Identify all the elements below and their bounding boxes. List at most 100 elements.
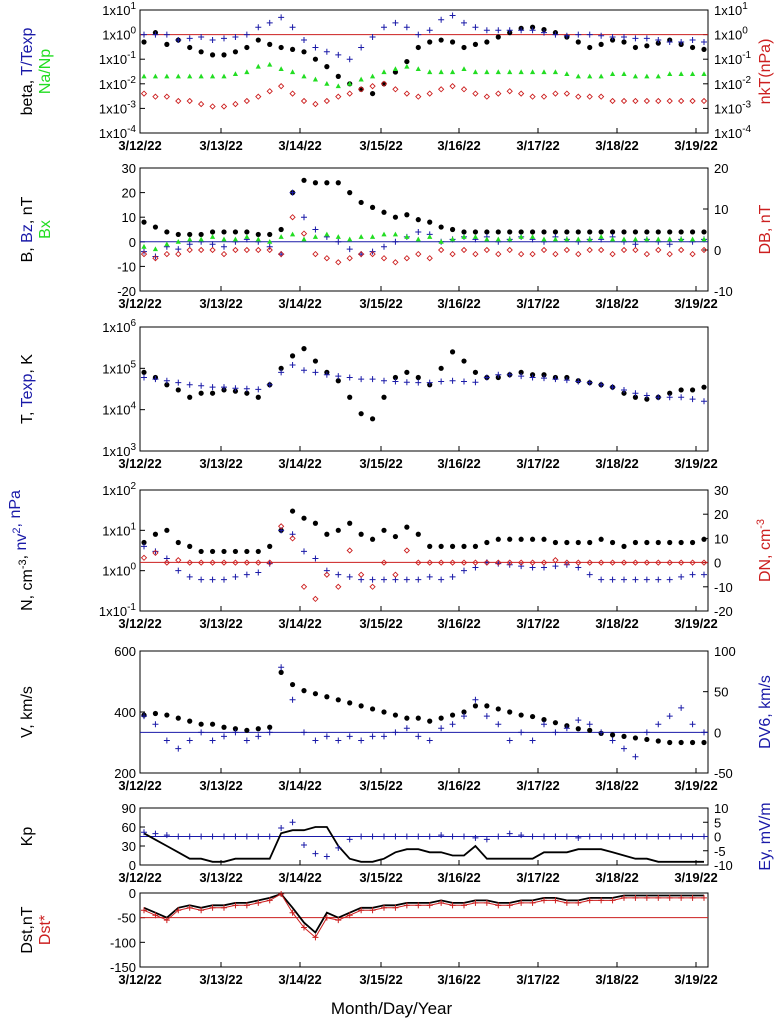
data-point <box>621 833 627 840</box>
data-point <box>449 377 456 384</box>
data-point <box>243 385 250 392</box>
data-point <box>427 69 433 75</box>
data-point <box>415 217 421 223</box>
data-point <box>689 250 696 258</box>
p1-y-axis-title-secondary: Na/Np <box>37 49 54 94</box>
data-point <box>278 250 285 258</box>
data-point <box>506 371 513 378</box>
data-point <box>381 394 387 400</box>
data-point <box>403 379 410 386</box>
data-point <box>335 180 341 186</box>
data-point <box>358 76 364 82</box>
data-point <box>415 715 421 721</box>
data-point <box>495 250 502 258</box>
data-point <box>426 573 433 580</box>
data-point <box>689 37 696 44</box>
data-point <box>267 61 273 67</box>
data-point <box>232 573 239 580</box>
data-point <box>667 71 673 77</box>
p1-y-axis-title: beta, T/Texp <box>19 28 36 116</box>
data-point <box>198 49 204 55</box>
data-point <box>506 559 513 566</box>
data-point <box>221 35 227 42</box>
data-point <box>278 664 285 671</box>
data-point <box>358 411 364 417</box>
data-point <box>266 381 273 388</box>
data-point <box>620 97 628 105</box>
data-point <box>380 559 388 566</box>
data-point <box>220 103 228 110</box>
data-point <box>209 229 216 235</box>
data-point <box>460 559 468 566</box>
data-point <box>438 86 445 93</box>
data-point <box>472 696 479 703</box>
data-point <box>312 76 319 82</box>
data-point <box>152 549 159 557</box>
y-tick-label: 0 <box>129 858 136 873</box>
x-tick-label: 3/15/22 <box>359 616 402 631</box>
data-point <box>347 394 353 400</box>
data-point <box>232 548 239 555</box>
data-point <box>152 531 159 537</box>
x-tick-label: 3/13/22 <box>199 778 242 793</box>
data-point <box>267 724 273 730</box>
data-point <box>301 49 307 55</box>
data-point <box>358 833 365 840</box>
data-point <box>678 394 685 401</box>
data-point <box>335 844 342 851</box>
data-point <box>232 729 239 736</box>
data-point <box>655 229 661 235</box>
data-point <box>506 830 513 837</box>
data-point <box>472 834 479 841</box>
data-point <box>209 576 216 583</box>
data-point <box>507 709 513 715</box>
data-point <box>495 833 502 840</box>
x-tick-label: 3/18/22 <box>595 296 638 311</box>
x-tick-label: 3/12/22 <box>118 616 161 631</box>
data-point <box>678 833 685 840</box>
data-point <box>632 35 639 42</box>
y-tick-label: 30 <box>122 161 136 176</box>
data-point <box>518 27 525 34</box>
data-point <box>586 571 593 578</box>
data-point <box>324 531 330 537</box>
data-point <box>621 543 627 549</box>
data-point <box>483 559 490 566</box>
data-point <box>347 81 353 86</box>
data-point <box>472 229 479 235</box>
data-point <box>621 390 627 396</box>
data-point <box>278 523 285 530</box>
data-point <box>563 246 570 254</box>
data-point <box>552 31 559 38</box>
data-point <box>415 833 422 840</box>
data-point <box>186 246 193 254</box>
data-point <box>609 97 616 105</box>
data-point <box>369 33 376 40</box>
data-point <box>644 236 650 242</box>
data-point <box>483 374 490 381</box>
data-point <box>586 559 593 566</box>
x-tick-label: 3/13/22 <box>199 138 242 153</box>
data-point <box>369 583 376 590</box>
data-point <box>438 543 444 549</box>
x-tick-label: 3/18/22 <box>595 972 638 987</box>
data-point <box>598 833 605 840</box>
data-point <box>255 386 262 393</box>
data-point <box>255 37 261 43</box>
data-point <box>232 49 239 55</box>
data-point <box>267 41 273 47</box>
data-point <box>529 374 536 381</box>
y2-tick-label: 100 <box>714 644 736 659</box>
data-point <box>392 374 399 381</box>
data-point <box>140 554 148 561</box>
data-point <box>644 736 650 743</box>
x-tick-label: 3/16/22 <box>437 972 480 987</box>
y2-tick-label: 1x10-3 <box>714 99 752 116</box>
data-point <box>164 527 170 533</box>
x-tick-label: 3/19/22 <box>674 778 717 793</box>
data-point <box>460 86 468 93</box>
data-point <box>369 376 376 383</box>
data-point <box>609 833 616 840</box>
data-point <box>666 97 673 105</box>
p2-y2-axis-title: DB, nT <box>757 204 774 254</box>
